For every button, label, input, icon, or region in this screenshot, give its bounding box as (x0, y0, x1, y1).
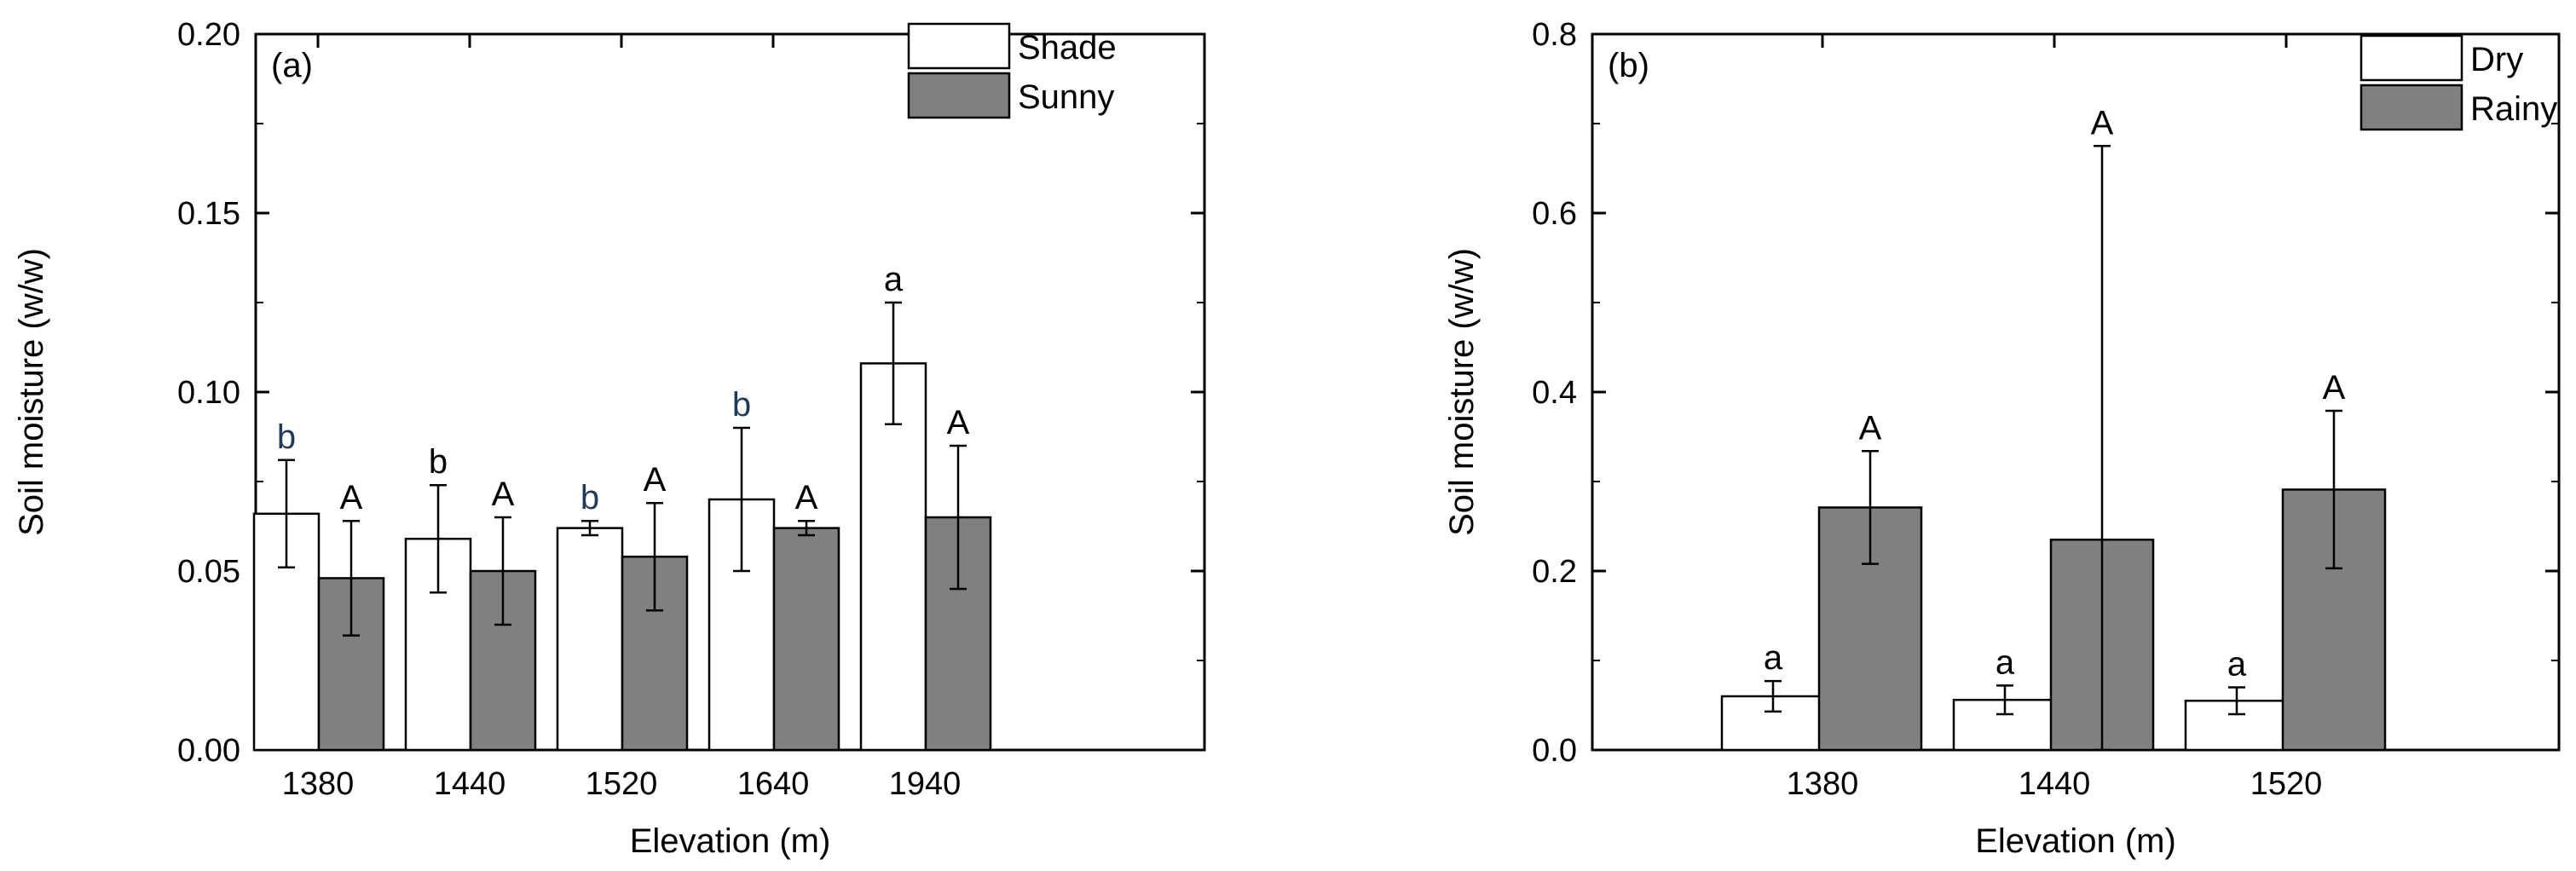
y-tick-label: 0.15 (177, 196, 240, 232)
y-tick-label: 0.6 (1532, 196, 1577, 232)
legend-label-dry: Dry (2470, 41, 2523, 78)
legend-label-rainy: Rainy (2470, 90, 2557, 128)
chart-panel-a: 0.00 0.05 0.10 0.15 0.20 1380 1440 1520 1640 1940… (13, 17, 1206, 860)
significance-letter: b (429, 443, 448, 481)
legend-swatch-shade (907, 22, 1011, 70)
significance-letter: b (580, 479, 599, 516)
legend-label-shade: Shade (1018, 29, 1117, 66)
significance-letter: a (1764, 639, 1783, 677)
y-tick-label: 0.05 (177, 554, 240, 590)
legend-swatch-dry (2359, 34, 2463, 82)
significance-letter: A (947, 404, 970, 441)
chart-panel-b: 0.0 0.2 0.4 0.6 0.8 1380 1440 1520 a a a A A A (b) Dry R… (1443, 17, 2561, 860)
x-tick-label: 1380 (282, 766, 355, 802)
significance-letter: b (277, 418, 296, 456)
x-tick-label: 1440 (2019, 766, 2091, 802)
x-axis-title: Elevation (m) (630, 822, 831, 860)
bar-shade (556, 527, 624, 752)
significance-letter: b (732, 386, 751, 424)
significance-letter: a (1996, 643, 2015, 681)
significance-letter: A (2091, 104, 2114, 141)
bar-sunny (772, 527, 840, 752)
significance-letter: A (1859, 409, 1882, 447)
y-tick-label: 0.10 (177, 375, 240, 411)
significance-letter: A (2323, 369, 2346, 407)
y-tick-label: 0.8 (1532, 17, 1577, 53)
x-tick-label: 1520 (2250, 766, 2323, 802)
x-tick-label: 1520 (586, 766, 658, 802)
panel-label: (b) (1608, 47, 1649, 84)
significance-letter: a (2227, 646, 2247, 684)
significance-letter: a (884, 261, 904, 298)
x-tick-label: 1940 (889, 766, 962, 802)
significance-letter: A (340, 479, 363, 516)
y-tick-label: 0.2 (1532, 554, 1577, 590)
y-tick-label: 0.20 (177, 17, 240, 53)
x-axis-title: Elevation (m) (1975, 822, 2176, 860)
y-axis-title: Soil moisture (w/w) (13, 248, 50, 536)
y-tick-label: 0.00 (177, 733, 240, 769)
x-tick-label: 1380 (1787, 766, 1859, 802)
panel-label: (a) (271, 47, 313, 84)
x-tick-label: 1640 (737, 766, 810, 802)
y-tick-label: 0.4 (1532, 375, 1577, 411)
x-tick-label: 1440 (434, 766, 506, 802)
legend-swatch-rainy (2359, 84, 2463, 131)
y-tick-label: 0.0 (1532, 733, 1577, 769)
y-axis-title: Soil moisture (w/w) (1443, 248, 1481, 536)
legend-swatch-sunny (907, 72, 1011, 119)
significance-letter: A (795, 479, 818, 516)
significance-letter: A (492, 476, 515, 513)
bar-shade (859, 362, 927, 752)
significance-letter: A (644, 461, 667, 499)
legend-label-sunny: Sunny (1018, 78, 1114, 116)
